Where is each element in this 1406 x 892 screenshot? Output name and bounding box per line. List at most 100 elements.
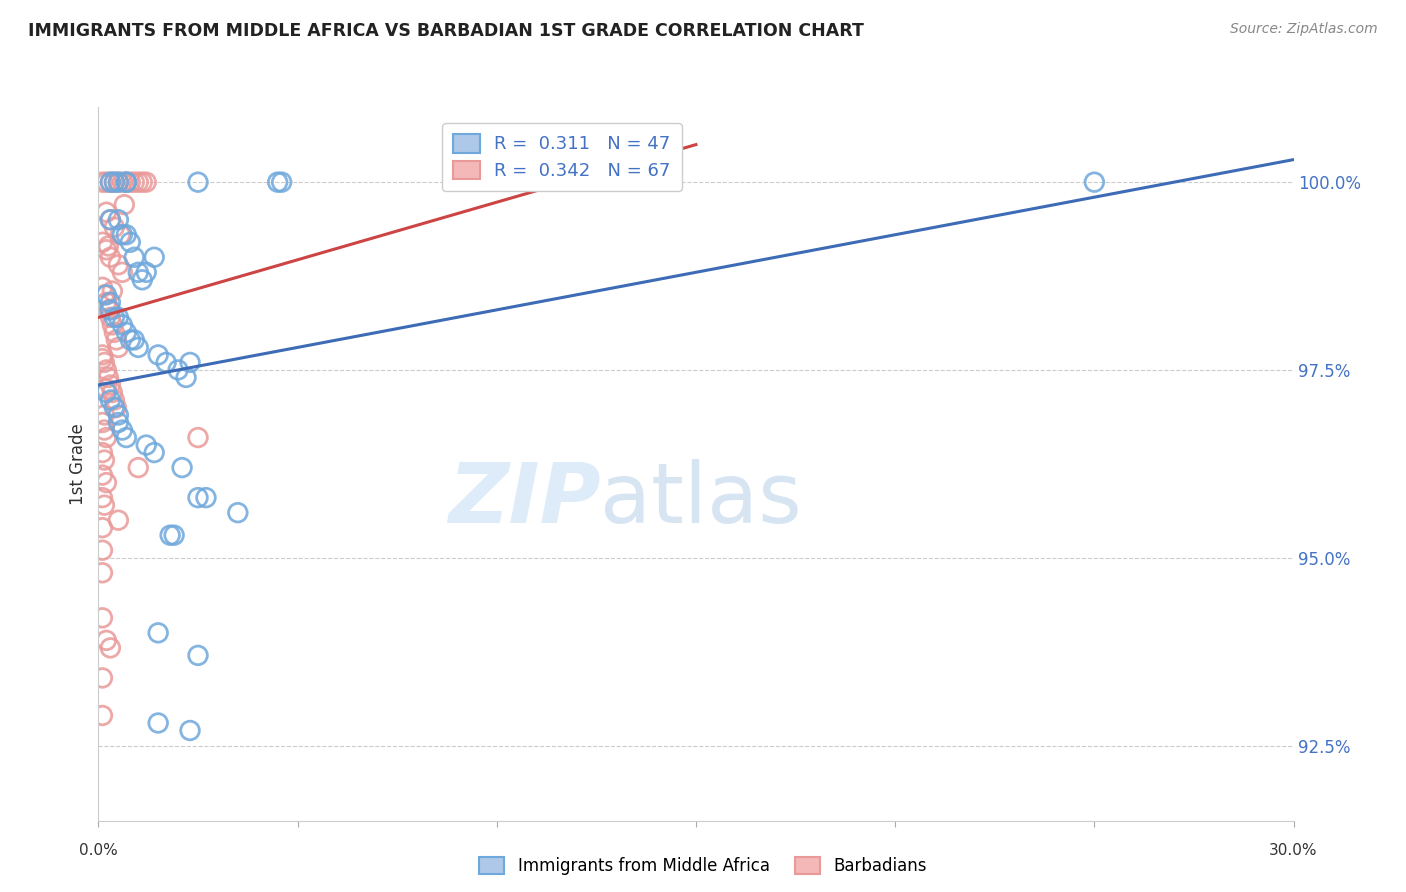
Point: [163, 528, 186, 542]
Point: [96, 288, 118, 302]
Point: [96, 633, 118, 648]
Y-axis label: 1st Grade: 1st Grade: [69, 423, 87, 505]
Point: [159, 528, 181, 542]
Point: [107, 258, 129, 272]
Point: [143, 250, 166, 264]
Point: [93, 498, 115, 512]
Point: [103, 392, 125, 407]
Point: [91, 280, 114, 294]
Point: [98, 212, 122, 227]
Point: [91, 175, 114, 189]
Point: [97, 302, 120, 317]
Point: [148, 348, 170, 362]
Point: [93, 423, 115, 437]
Point: [124, 175, 146, 189]
Point: [103, 401, 125, 415]
Point: [96, 385, 118, 400]
Point: [91, 521, 114, 535]
Point: [96, 382, 118, 396]
Point: [91, 351, 114, 366]
Point: [105, 401, 128, 415]
Point: [120, 333, 142, 347]
Point: [91, 445, 114, 459]
Point: [98, 302, 122, 317]
Point: [98, 392, 122, 407]
Point: [179, 723, 201, 738]
Point: [91, 416, 114, 430]
Point: [103, 175, 125, 189]
Text: ZIP: ZIP: [447, 459, 600, 540]
Point: [107, 416, 129, 430]
Point: [111, 423, 134, 437]
Point: [267, 175, 290, 189]
Point: [91, 235, 114, 250]
Point: [93, 288, 115, 302]
Point: [98, 212, 122, 227]
Point: [107, 212, 129, 227]
Legend: R =  0.311   N = 47, R =  0.342   N = 67: R = 0.311 N = 47, R = 0.342 N = 67: [441, 123, 682, 191]
Point: [97, 370, 120, 384]
Point: [187, 491, 209, 505]
Point: [187, 431, 209, 445]
Point: [124, 250, 146, 264]
Point: [96, 431, 118, 445]
Point: [120, 235, 142, 250]
Point: [98, 295, 122, 310]
Point: [91, 708, 114, 723]
Point: [98, 310, 122, 325]
Point: [110, 227, 132, 242]
Point: [135, 438, 157, 452]
Point: [174, 370, 197, 384]
Point: [91, 491, 114, 505]
Text: IMMIGRANTS FROM MIDDLE AFRICA VS BARBADIAN 1ST GRADE CORRELATION CHART: IMMIGRANTS FROM MIDDLE AFRICA VS BARBADI…: [28, 22, 865, 40]
Point: [103, 310, 125, 325]
Point: [115, 227, 138, 242]
Point: [91, 671, 114, 685]
Point: [96, 175, 118, 189]
Point: [148, 625, 170, 640]
Point: [98, 175, 122, 189]
Point: [96, 205, 118, 219]
Point: [270, 175, 292, 189]
Point: [131, 273, 153, 287]
Point: [103, 326, 125, 340]
Point: [167, 363, 190, 377]
Point: [96, 243, 118, 257]
Point: [98, 378, 122, 392]
Point: [107, 310, 129, 325]
Point: [135, 265, 157, 279]
Text: Source: ZipAtlas.com: Source: ZipAtlas.com: [1230, 22, 1378, 37]
Point: [131, 175, 153, 189]
Point: [148, 716, 170, 731]
Point: [115, 326, 138, 340]
Point: [187, 648, 209, 663]
Point: [112, 197, 135, 211]
Point: [103, 220, 125, 235]
Text: atlas: atlas: [600, 459, 801, 540]
Point: [127, 460, 149, 475]
Point: [127, 175, 149, 189]
Point: [93, 453, 115, 467]
Point: [97, 239, 120, 253]
Point: [101, 318, 124, 332]
Text: 0.0%: 0.0%: [79, 843, 118, 858]
Point: [91, 611, 114, 625]
Point: [179, 355, 201, 369]
Point: [91, 468, 114, 483]
Point: [187, 175, 209, 189]
Point: [135, 175, 157, 189]
Point: [93, 408, 115, 422]
Point: [91, 348, 114, 362]
Point: [115, 175, 138, 189]
Point: [101, 385, 124, 400]
Point: [107, 175, 129, 189]
Point: [195, 491, 218, 505]
Point: [107, 408, 129, 422]
Point: [93, 355, 115, 369]
Legend: Immigrants from Middle Africa, Barbadians: Immigrants from Middle Africa, Barbadian…: [472, 850, 934, 882]
Point: [105, 333, 128, 347]
Point: [1083, 175, 1105, 189]
Point: [115, 175, 138, 189]
Point: [107, 340, 129, 354]
Point: [96, 295, 118, 310]
